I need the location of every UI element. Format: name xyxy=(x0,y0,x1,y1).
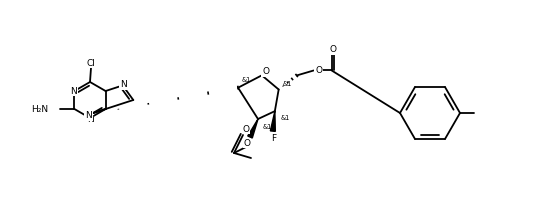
Text: N: N xyxy=(87,114,93,124)
Text: &1: &1 xyxy=(242,77,251,83)
Text: N: N xyxy=(120,80,127,89)
Text: H₂N: H₂N xyxy=(31,104,48,114)
Polygon shape xyxy=(248,119,258,138)
Text: &1: &1 xyxy=(281,115,290,121)
Text: O: O xyxy=(262,67,269,76)
Text: O: O xyxy=(242,125,249,134)
Text: F: F xyxy=(272,134,276,143)
Text: O: O xyxy=(329,45,336,54)
Text: O: O xyxy=(315,66,322,75)
Text: &1: &1 xyxy=(283,82,292,88)
Text: N: N xyxy=(85,111,92,120)
Text: Cl: Cl xyxy=(87,58,95,68)
Text: &1: &1 xyxy=(263,124,272,130)
Polygon shape xyxy=(270,111,275,131)
Text: N: N xyxy=(70,87,77,95)
Text: O: O xyxy=(243,139,250,147)
